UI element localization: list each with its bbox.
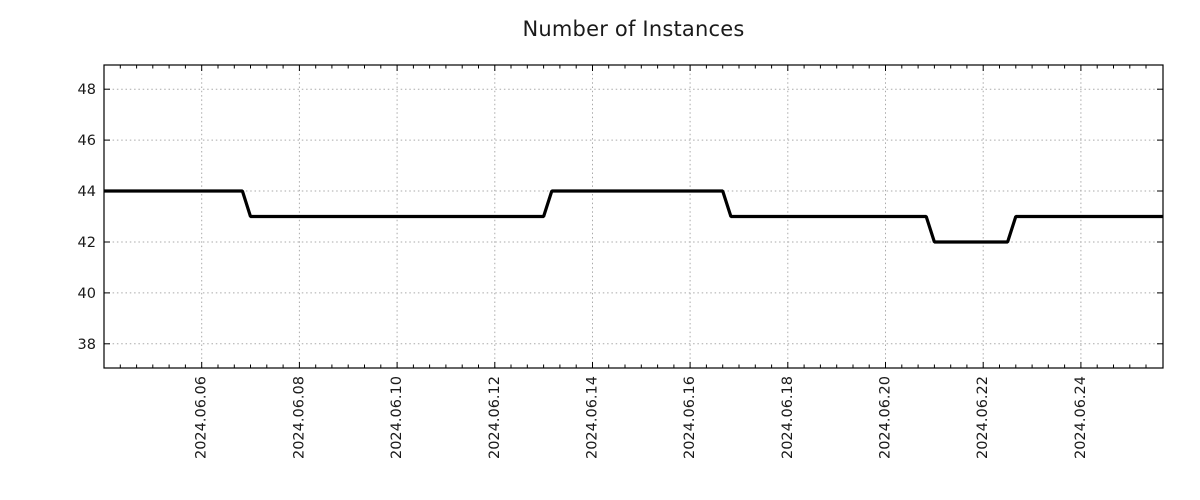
x-tick-label: 2024.06.24 (1073, 376, 1089, 459)
series-line-instances (104, 189, 1163, 244)
x-tick-label: 2024.06.16 (682, 376, 698, 459)
y-tick-label: 42 (78, 235, 96, 251)
x-tick-label: 2024.06.10 (389, 376, 405, 459)
y-tick-label: 48 (78, 82, 96, 98)
x-tick-label: 2024.06.12 (487, 376, 503, 459)
y-tick-label: 46 (78, 133, 96, 149)
x-tick-label: 2024.06.08 (291, 376, 307, 459)
x-tick-label: 2024.06.14 (585, 376, 601, 459)
x-tick-label: 2024.06.20 (878, 376, 894, 459)
x-tick-label: 2024.06.06 (194, 376, 210, 459)
y-tick-label: 44 (78, 184, 96, 200)
y-tick-label: 38 (78, 337, 96, 353)
y-tick-label: 40 (78, 286, 96, 302)
x-tick-label: 2024.06.18 (780, 376, 796, 459)
x-tick-label: 2024.06.22 (975, 376, 991, 459)
chart-title: Number of Instances (522, 17, 745, 41)
